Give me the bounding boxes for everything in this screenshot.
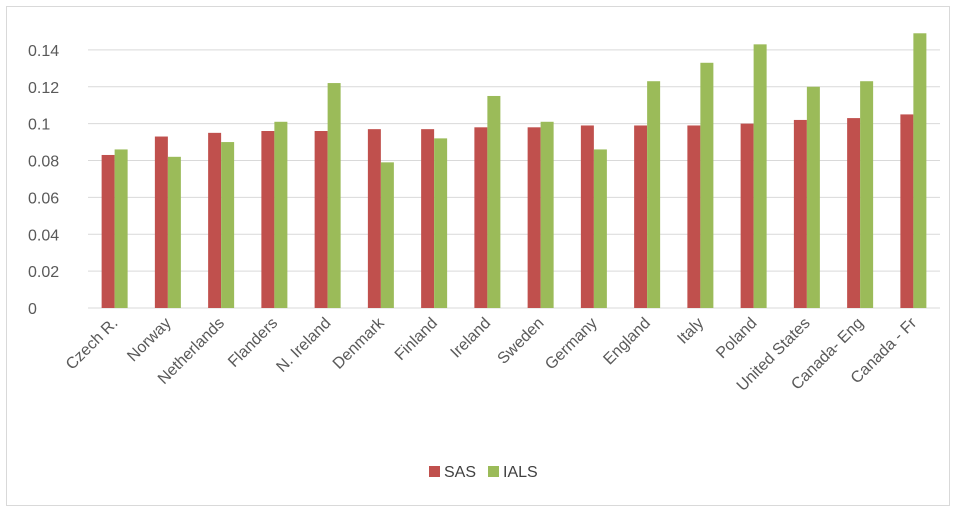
bar-ials-6 — [434, 138, 448, 308]
bar-ials-5 — [380, 162, 394, 308]
bar-ials-13 — [806, 86, 820, 308]
legend-label-sas: SAS — [444, 464, 476, 481]
x-tick-label: Ireland — [448, 315, 495, 362]
bar-ials-1 — [167, 156, 181, 308]
x-tick-label: Italy — [674, 315, 707, 348]
bar-ials-12 — [753, 44, 767, 308]
x-tick-label: Poland — [713, 315, 760, 362]
bar-sas-10 — [634, 125, 648, 308]
bar-sas-6 — [421, 129, 435, 308]
y-tick-label: 0.12 — [28, 80, 59, 97]
bar-ials-11 — [700, 62, 714, 308]
y-tick-label: 0.06 — [28, 190, 59, 207]
bar-sas-8 — [527, 127, 541, 308]
bar-ials-7 — [487, 95, 501, 308]
legend-swatch-ials — [488, 466, 499, 477]
legend-label-ials: IALS — [503, 464, 538, 481]
bar-sas-5 — [367, 129, 381, 308]
x-tick-label: Norway — [124, 315, 174, 365]
bar-sas-9 — [580, 125, 594, 308]
x-tick-label: N. Ireland — [273, 315, 334, 376]
legend-swatch-sas — [429, 466, 440, 477]
y-tick-label: 0.02 — [28, 264, 59, 281]
x-tick-label: Germany — [542, 315, 601, 374]
y-tick-label: 0.1 — [28, 117, 50, 134]
x-tick-label: England — [600, 315, 654, 369]
bar-ials-0 — [114, 149, 128, 308]
bar-ials-10 — [647, 81, 661, 308]
bar-sas-3 — [261, 131, 275, 308]
bar-sas-0 — [101, 154, 115, 308]
bar-sas-14 — [847, 118, 861, 308]
x-tick-label: Finland — [392, 315, 441, 364]
y-axis-tick-labels: 0 0.02 0.04 0.06 0.08 0.1 0.12 0.14 — [28, 43, 59, 318]
bar-ials-14 — [860, 81, 874, 308]
bars — [101, 33, 927, 308]
bar-ials-9 — [593, 149, 607, 308]
bar-ials-15 — [913, 33, 927, 308]
x-tick-label: Czech R. — [63, 315, 122, 374]
bar-sas-12 — [740, 123, 754, 308]
bar-sas-13 — [793, 119, 807, 308]
y-tick-label: 0.04 — [28, 227, 59, 244]
x-tick-label: Denmark — [330, 314, 389, 373]
x-tick-label: Flanders — [225, 315, 281, 371]
y-tick-label: 0.08 — [28, 154, 59, 171]
legend: SAS IALS — [429, 464, 538, 481]
bar-ials-2 — [221, 142, 235, 308]
bar-ials-8 — [540, 121, 554, 308]
bar-sas-2 — [208, 132, 222, 308]
bar-sas-11 — [687, 125, 701, 308]
bar-sas-1 — [154, 136, 168, 308]
bar-ials-4 — [327, 83, 341, 308]
bar-sas-4 — [314, 131, 328, 308]
y-tick-label: 0.14 — [28, 43, 59, 60]
bar-ials-3 — [274, 121, 288, 308]
bar-sas-15 — [900, 114, 914, 308]
y-tick-label: 0 — [28, 301, 37, 318]
bar-sas-7 — [474, 127, 488, 308]
x-tick-label: Sweden — [495, 315, 548, 368]
